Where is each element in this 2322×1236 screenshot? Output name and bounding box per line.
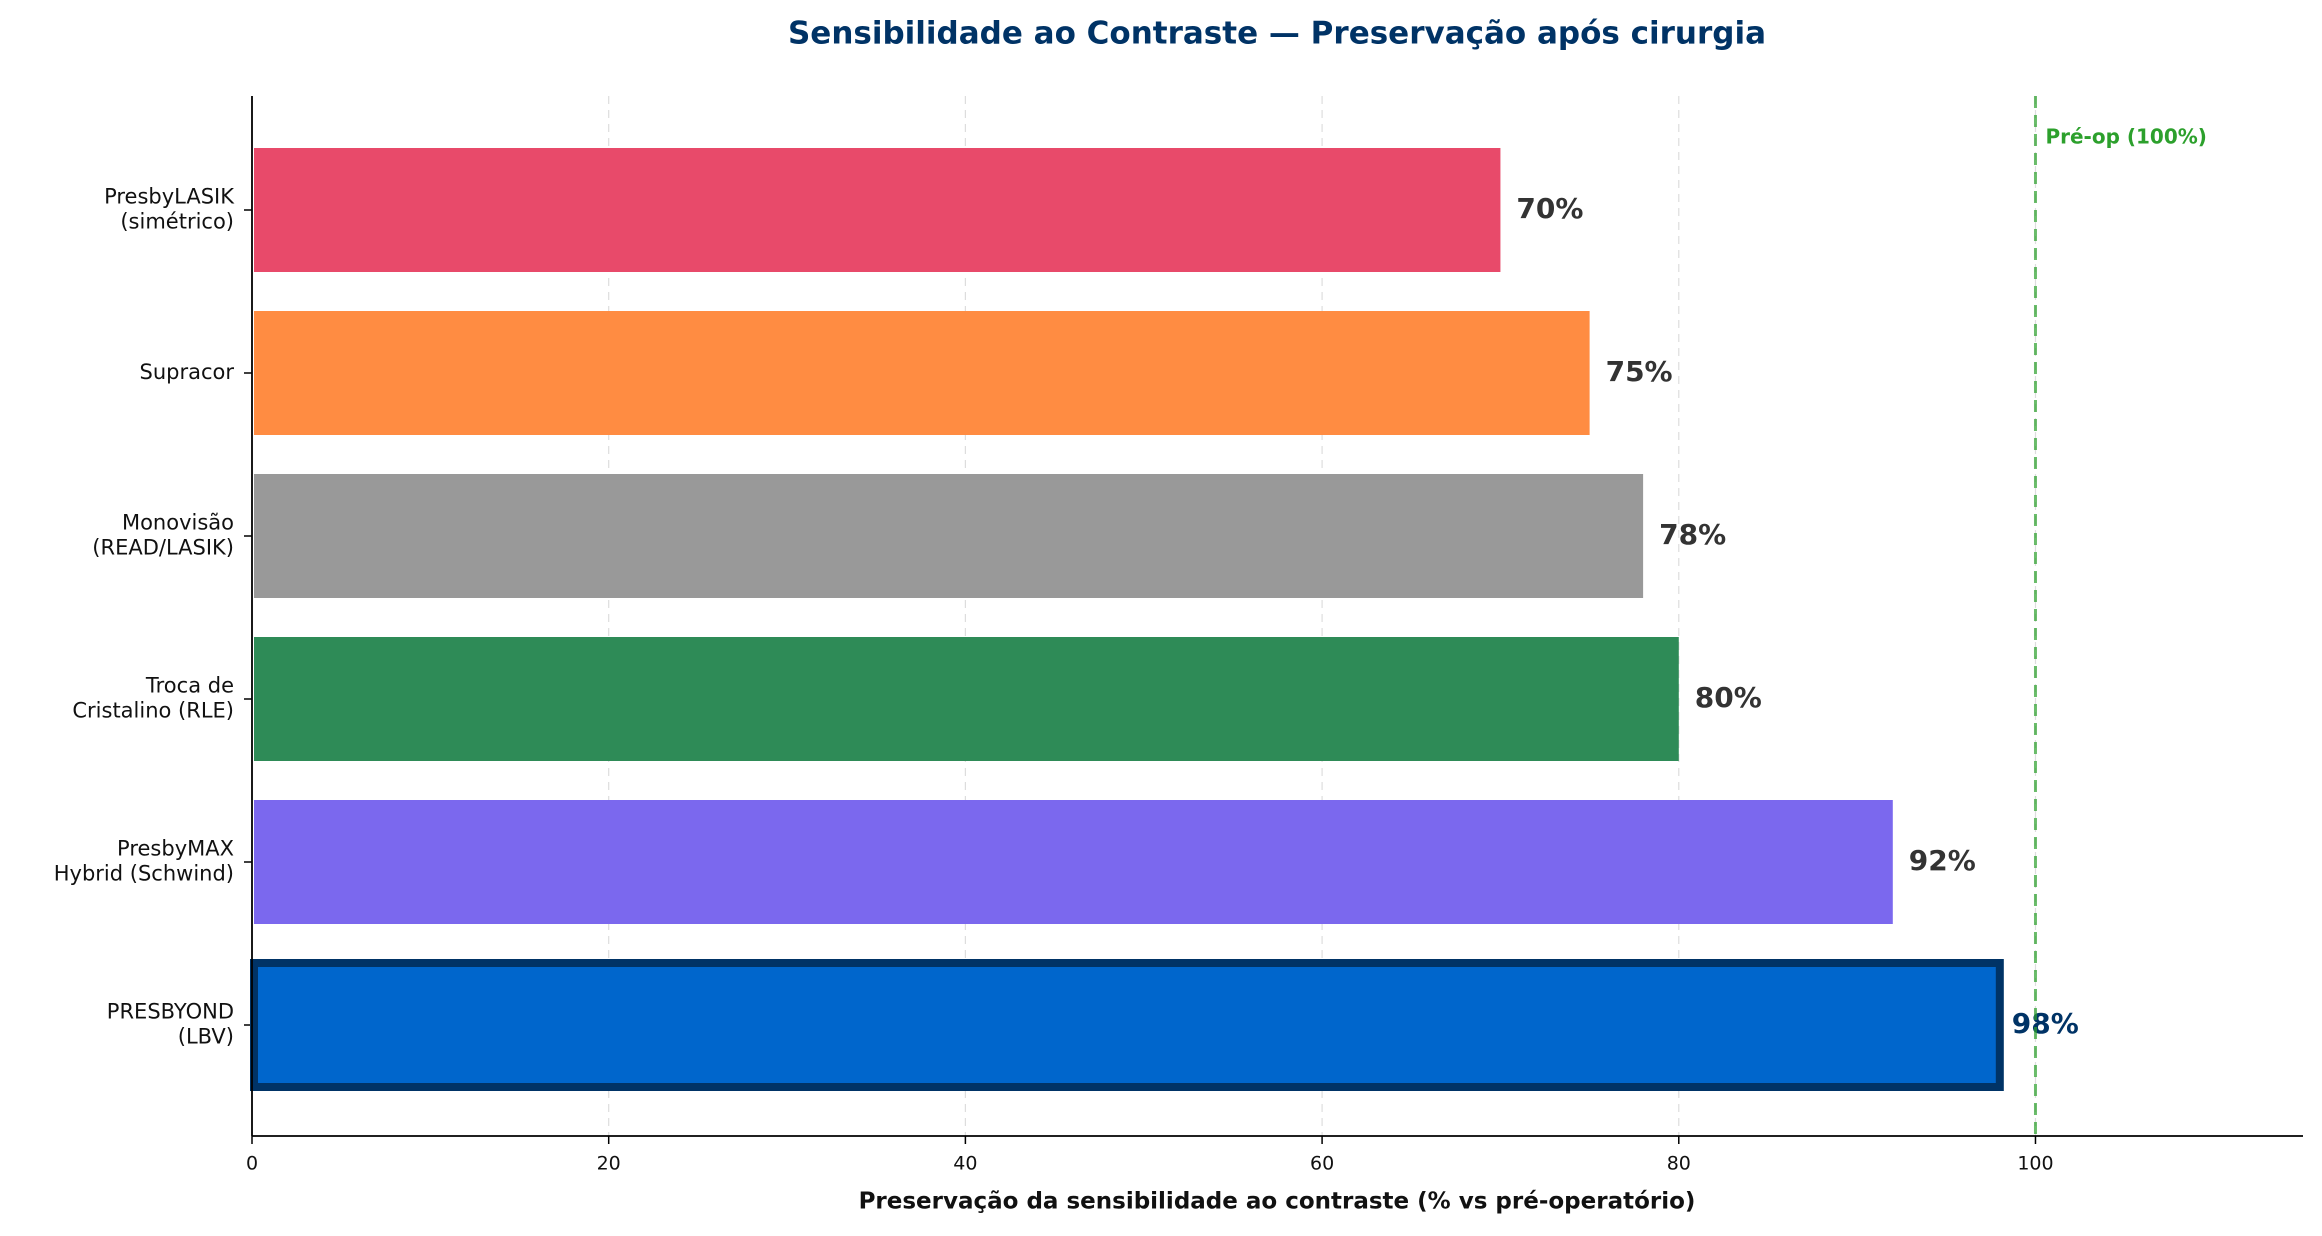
bar: [254, 637, 1679, 761]
bar: [254, 148, 1501, 272]
y-tick-label-line: (LBV): [178, 1025, 234, 1049]
y-tick-label-line: Troca de: [145, 674, 234, 698]
x-axis-label: Preservação da sensibilidade ao contrast…: [859, 1189, 1696, 1215]
y-tick-label-line: PresbyMAX: [117, 837, 234, 861]
value-label: 98%: [2012, 1007, 2079, 1040]
x-tick-label: 20: [597, 1153, 621, 1175]
y-tick-label: PresbyMAX Hybrid (Schwind): [54, 837, 234, 886]
y-tick-label: Monovisão (READ/LASIK): [92, 511, 234, 560]
y-tick-label-line: Cristalino (RLE): [72, 699, 234, 723]
value-label: 92%: [1909, 844, 1976, 877]
bar: [254, 800, 1893, 924]
y-tick-label-line: (simétrico): [120, 210, 234, 234]
x-tick-label: 100: [2017, 1153, 2053, 1175]
y-tick-label: PresbyLASIK (simétrico): [104, 185, 235, 234]
chart-title: Sensibilidade ao Contraste — Preservação…: [788, 16, 1766, 52]
y-tick-label: Supracor: [140, 360, 235, 384]
x-tick-label: 60: [1310, 1153, 1334, 1175]
value-label: 75%: [1606, 355, 1673, 388]
bar: [250, 959, 2004, 1091]
reference-label: Pré-op (100%): [2045, 125, 2206, 149]
y-tick-label-line: Hybrid (Schwind): [54, 862, 234, 886]
x-tick-label: 40: [953, 1153, 977, 1175]
y-tick-label-line: Supracor: [140, 360, 235, 384]
bar: [254, 311, 1590, 435]
x-tick-label: 0: [246, 1153, 258, 1175]
y-tick-label: PRESBYOND (LBV): [107, 1000, 234, 1049]
y-tick-label-line: PRESBYOND: [107, 1000, 234, 1024]
y-tick-label-line: PresbyLASIK: [104, 185, 235, 209]
bar: [254, 474, 1644, 598]
value-label: 78%: [1659, 518, 1726, 551]
y-tick-label-line: Monovisão: [122, 511, 234, 535]
x-tick-label: 80: [1667, 1153, 1691, 1175]
y-tick-label-line: (READ/LASIK): [92, 536, 234, 560]
y-tick-label: Troca de Cristalino (RLE): [72, 674, 234, 723]
value-label: 80%: [1695, 681, 1762, 714]
value-label: 70%: [1516, 192, 1583, 225]
